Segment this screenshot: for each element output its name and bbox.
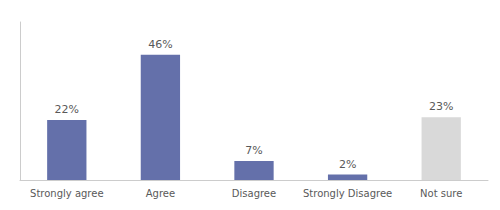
svg-text:Not sure: Not sure [420, 188, 462, 199]
svg-text:7%: 7% [245, 144, 262, 157]
svg-text:46%: 46% [148, 38, 172, 51]
svg-text:Strongly Disagree: Strongly Disagree [303, 188, 392, 199]
svg-text:23%: 23% [429, 100, 453, 113]
svg-text:2%: 2% [339, 158, 356, 171]
svg-text:Agree: Agree [146, 188, 175, 199]
svg-text:22%: 22% [55, 103, 79, 116]
svg-text:Disagree: Disagree [232, 188, 276, 199]
svg-text:Strongly agree: Strongly agree [30, 188, 104, 199]
